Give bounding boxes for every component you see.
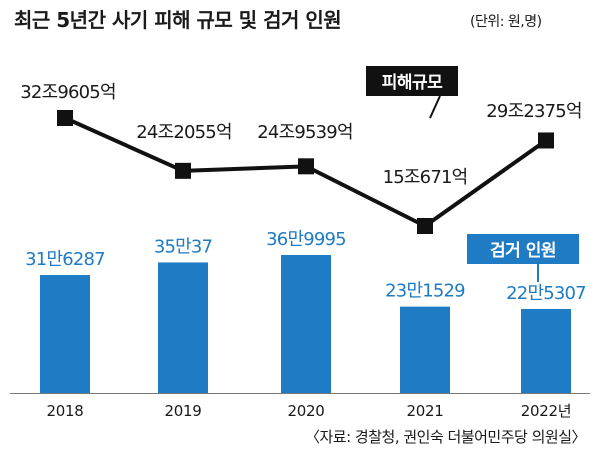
line-data-label: 32조9605억 — [20, 82, 115, 103]
bar — [400, 306, 450, 393]
x-tick-label: 2021 — [407, 402, 444, 420]
x-tick-label: 2022년 — [521, 402, 571, 420]
legend-arrests-label: 검거 인원 — [490, 241, 556, 261]
bar-data-label: 22만5307 — [506, 283, 586, 304]
line-data-label: 24조9539억 — [257, 122, 352, 143]
line-data-label: 15조671억 — [383, 167, 468, 188]
x-tick-label: 2019 — [165, 402, 202, 420]
x-tick-label: 2020 — [288, 402, 325, 420]
bar — [281, 255, 331, 393]
bar-data-label: 31만6287 — [25, 249, 105, 270]
line-point — [538, 132, 554, 149]
bar-data-label: 23만1529 — [385, 281, 465, 302]
legend-damage-pointer — [429, 95, 441, 119]
legend-damage-label: 피해규모 — [382, 73, 443, 93]
chart-title: 최근 5년간 사기 피해 규모 및 검거 인원 — [14, 8, 342, 32]
legend-arrests-box — [467, 234, 579, 264]
bar — [521, 308, 571, 393]
line-point — [57, 110, 73, 126]
line-point — [298, 158, 314, 175]
legend-damage-box — [366, 66, 458, 96]
source-note: 〈자료: 경찰청, 권인숙 더불어민주당 의원실〉 — [305, 428, 587, 446]
bar-data-label: 36만9995 — [266, 229, 346, 250]
bar-data-label: 35만37 — [154, 236, 212, 257]
bar — [158, 262, 208, 393]
x-tick-label: 2018 — [47, 402, 84, 420]
line-data-label: 24조2055억 — [136, 122, 231, 143]
line-point — [417, 218, 433, 234]
bar — [40, 275, 90, 393]
unit-note: (단위: 원,명) — [470, 14, 542, 30]
line-data-label: 29조2375억 — [486, 101, 581, 122]
line-point — [175, 162, 191, 179]
